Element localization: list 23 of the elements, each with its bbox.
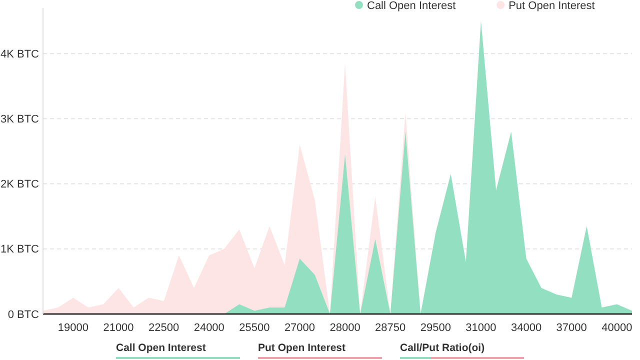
x-tick-label: 40000 xyxy=(602,322,632,334)
x-tick-label: 19000 xyxy=(58,322,88,334)
y-tick-label: 1K BTC xyxy=(0,244,40,256)
text: Call Open Interest xyxy=(116,342,206,354)
x-tick-label: 37000 xyxy=(556,322,587,334)
text: Put Open Interest xyxy=(258,342,346,354)
x-tick-label: 21000 xyxy=(103,322,134,334)
x-tick-label: 28000 xyxy=(330,322,360,334)
x-tick-label: 28750 xyxy=(375,322,406,334)
x-tick-label: 24000 xyxy=(194,322,224,334)
x-tick-label: 34000 xyxy=(510,322,542,334)
y-tick-label: 3K BTC xyxy=(0,114,40,126)
legend-label: Call Open Interest xyxy=(367,0,456,12)
x-tick-label: 27000 xyxy=(284,322,316,334)
legend-label: Put Open Interest xyxy=(508,0,595,12)
x-tick-label: 22500 xyxy=(148,322,180,334)
text: Call/Put Ratio(oi) xyxy=(400,342,485,354)
y-tick-label: 4K BTC xyxy=(0,48,40,60)
x-tick-label: 29500 xyxy=(420,322,451,334)
x-tick-label: 25500 xyxy=(239,322,270,334)
x-tick-label: 31000 xyxy=(466,322,496,334)
y-tick-label: 2K BTC xyxy=(0,178,40,191)
y-tick-label: 0 BTC xyxy=(8,308,40,321)
